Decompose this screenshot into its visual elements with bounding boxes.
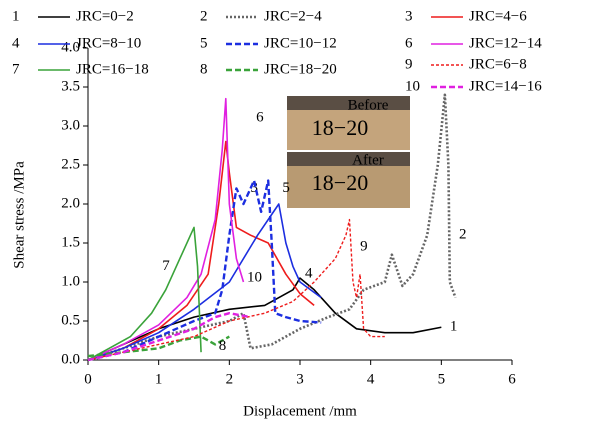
inset-photo: Before After 18−20 18−20 bbox=[287, 96, 410, 208]
series-line bbox=[87, 179, 322, 362]
series-line bbox=[87, 93, 457, 362]
curve-label: 10 bbox=[247, 270, 262, 286]
x-tick-label: 4 bbox=[367, 371, 375, 387]
x-axis-label: Displacement /mm bbox=[243, 403, 357, 419]
inset-label: After bbox=[352, 152, 384, 168]
inset-sample: 18−20 bbox=[312, 170, 368, 195]
photo-shadow bbox=[287, 96, 410, 110]
legend-label: JRC=0−2 bbox=[76, 8, 134, 24]
legend-number: 9 bbox=[405, 56, 413, 72]
legend-label: JRC=16−18 bbox=[76, 61, 149, 77]
x-tick-label: 3 bbox=[296, 371, 304, 387]
x-tick-label: 6 bbox=[508, 371, 516, 387]
series-line bbox=[87, 312, 251, 362]
legend-number: 3 bbox=[405, 8, 413, 24]
legend-number: 4 bbox=[12, 35, 20, 51]
y-tick-label: 0.5 bbox=[61, 312, 80, 328]
y-tick-label: 2.0 bbox=[61, 195, 80, 211]
curve-label: 1 bbox=[450, 319, 458, 335]
series-line bbox=[87, 335, 230, 358]
curve-label: 3 bbox=[251, 180, 258, 196]
curve-label: 5 bbox=[282, 180, 290, 196]
y-tick-label: 0.0 bbox=[61, 351, 80, 367]
legend-number: 10 bbox=[405, 78, 420, 94]
legend-number: 5 bbox=[200, 35, 208, 51]
legend-label: JRC=12−14 bbox=[469, 35, 542, 51]
legend-label: JRC=10−12 bbox=[264, 35, 337, 51]
legend-number: 6 bbox=[405, 35, 413, 51]
curve-label: 9 bbox=[360, 238, 368, 254]
curve-label: 7 bbox=[162, 258, 170, 274]
legend-number: 8 bbox=[200, 61, 208, 77]
inset-label: Before bbox=[348, 97, 389, 113]
series-line bbox=[87, 97, 245, 361]
series-line bbox=[87, 277, 442, 361]
legend-label: JRC=6−8 bbox=[469, 56, 527, 72]
y-tick-label: 2.5 bbox=[61, 156, 80, 172]
legend-label: JRC=4−6 bbox=[469, 8, 527, 24]
legend-label: JRC=18−20 bbox=[264, 61, 337, 77]
curve-label: 4 bbox=[305, 266, 313, 282]
inset-sample: 18−20 bbox=[312, 115, 368, 140]
legend-number: 7 bbox=[12, 61, 20, 77]
curve-label: 2 bbox=[459, 227, 467, 243]
x-tick-label: 1 bbox=[155, 371, 163, 387]
legend-label: JRC=14−16 bbox=[469, 78, 542, 94]
x-tick-label: 5 bbox=[438, 371, 446, 387]
y-axis-label: Shear stress /MPa bbox=[11, 161, 27, 269]
y-tick-label: 3.5 bbox=[61, 78, 80, 94]
y-tick-label: 1.5 bbox=[61, 234, 80, 250]
x-tick-label: 0 bbox=[84, 371, 92, 387]
legend-label: JRC=8−10 bbox=[76, 35, 141, 51]
legend-number: 2 bbox=[200, 8, 208, 24]
curve-label: 8 bbox=[219, 338, 227, 354]
photo-shadow bbox=[287, 152, 410, 166]
series-line bbox=[87, 218, 385, 361]
legend-label: JRC=2−4 bbox=[264, 8, 322, 24]
y-tick-label: 3.0 bbox=[61, 117, 80, 133]
series-line bbox=[87, 226, 202, 361]
legend-number: 1 bbox=[12, 8, 20, 24]
y-tick-label: 1.0 bbox=[61, 273, 80, 289]
series-line bbox=[87, 203, 322, 361]
curve-label: 6 bbox=[256, 110, 264, 126]
x-tick-label: 2 bbox=[226, 371, 234, 387]
